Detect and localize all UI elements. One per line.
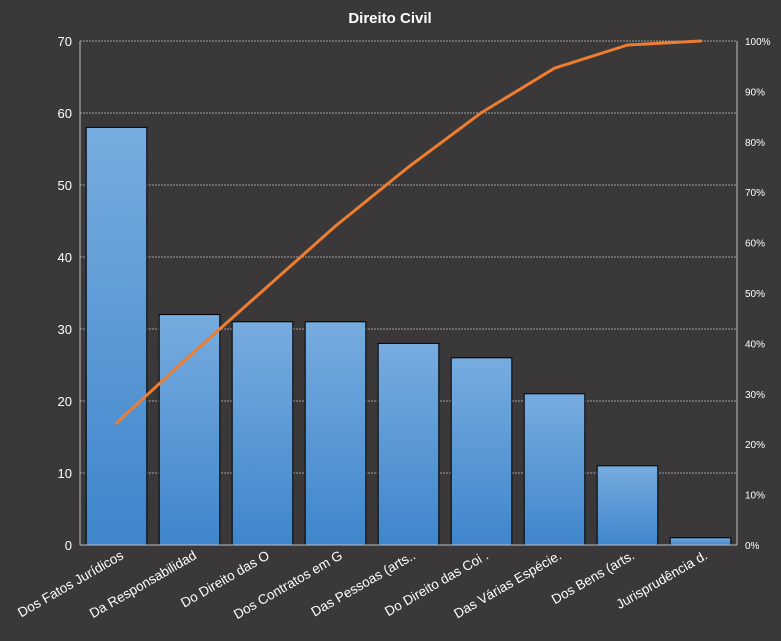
y-tick-label: 60 — [58, 106, 72, 121]
line-point — [115, 421, 118, 425]
line-point — [699, 39, 702, 43]
line-point — [188, 354, 191, 358]
line-point — [261, 289, 264, 293]
y-tick-label: 70 — [58, 34, 72, 49]
bar — [85, 126, 148, 546]
cumulative-line-series — [115, 39, 702, 425]
line-point — [407, 165, 410, 169]
bar — [231, 321, 294, 546]
bar — [669, 537, 732, 546]
bar — [450, 357, 513, 546]
line-point — [553, 66, 556, 70]
y2-tick-label: 40% — [745, 339, 765, 350]
y-tick-label: 50 — [58, 178, 72, 193]
y2-tick-label: 60% — [745, 239, 765, 250]
line-point — [334, 224, 337, 228]
y-tick-label: 40 — [58, 250, 72, 265]
y-tick-label: 10 — [58, 466, 72, 481]
bar-series — [85, 126, 732, 546]
y2-tick-label: 70% — [745, 188, 765, 199]
y-tick-label: 20 — [58, 394, 72, 409]
bar — [304, 321, 367, 546]
y2-tick-label: 30% — [745, 390, 765, 401]
y2-tick-label: 100% — [745, 37, 771, 48]
line-point — [626, 43, 629, 47]
y2-tick-label: 0% — [745, 541, 760, 552]
bar — [377, 342, 440, 546]
line-point — [480, 111, 483, 115]
chart-title: Direito Civil — [348, 10, 431, 27]
y2-tick-label: 50% — [745, 289, 765, 300]
y-tick-label: 30 — [58, 322, 72, 337]
y2-tick-label: 80% — [745, 138, 765, 149]
y2-tick-label: 90% — [745, 87, 765, 98]
bar — [523, 393, 586, 546]
y2-tick-label: 20% — [745, 440, 765, 451]
bar — [158, 314, 221, 546]
bar — [596, 465, 659, 546]
y-tick-label: 0 — [65, 538, 72, 553]
y2-tick-label: 10% — [745, 491, 765, 502]
